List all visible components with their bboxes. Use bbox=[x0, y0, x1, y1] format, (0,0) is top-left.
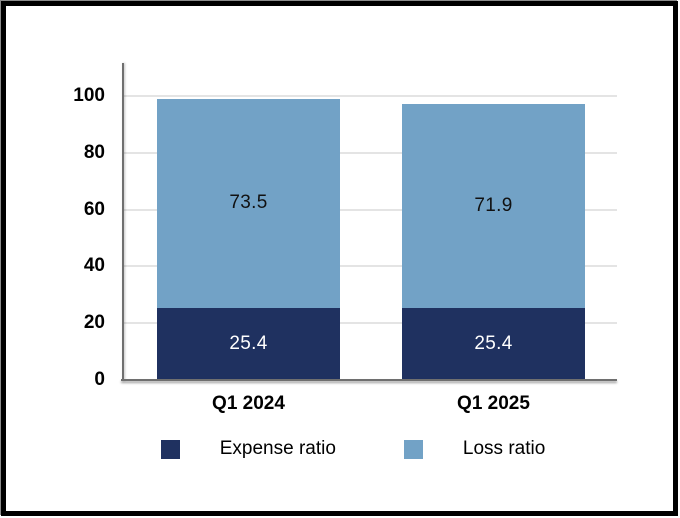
gridline-60 bbox=[123, 208, 617, 211]
y-axis-tick-label-20: 20 bbox=[83, 312, 105, 334]
category-label-q1-2025: Q1 2025 bbox=[457, 393, 530, 414]
bar-segment-loss-ratio: 73.5 bbox=[157, 99, 340, 308]
legend-label: Expense ratio bbox=[219, 438, 336, 459]
bar-segment-label: 71.9 bbox=[474, 194, 513, 216]
y-axis-line bbox=[122, 63, 124, 381]
gridline-40 bbox=[123, 265, 617, 268]
legend-item-expense-ratio: Expense ratio bbox=[160, 438, 336, 460]
bar-segment-loss-ratio: 71.9 bbox=[402, 103, 585, 308]
bar-segment-expense-ratio: 25.4 bbox=[157, 307, 340, 380]
bar-segment-label: 25.4 bbox=[229, 332, 268, 354]
gridline-80 bbox=[123, 151, 617, 154]
y-axis-tick-label-60: 60 bbox=[83, 198, 105, 220]
legend-swatch bbox=[160, 439, 180, 459]
gridline-20 bbox=[123, 322, 617, 325]
legend-swatch bbox=[403, 439, 423, 459]
y-axis-tick-label-100: 100 bbox=[73, 85, 105, 106]
gridline-100 bbox=[123, 95, 617, 97]
bar-segment-label: 73.5 bbox=[229, 192, 268, 214]
bar-segment-expense-ratio: 25.4 bbox=[402, 307, 585, 380]
x-axis-line bbox=[121, 379, 617, 381]
bar-segment-label: 25.4 bbox=[474, 332, 513, 354]
category-label-q1-2024: Q1 2024 bbox=[212, 393, 285, 414]
legend: Expense ratio Loss ratio bbox=[0, 438, 680, 460]
legend-label: Loss ratio bbox=[462, 438, 546, 459]
y-axis-tick-label-80: 80 bbox=[83, 141, 105, 163]
y-axis-tick-label-40: 40 bbox=[83, 255, 105, 277]
y-axis-tick-label-0: 0 bbox=[94, 369, 105, 390]
legend-item-loss-ratio: Loss ratio bbox=[403, 438, 546, 460]
